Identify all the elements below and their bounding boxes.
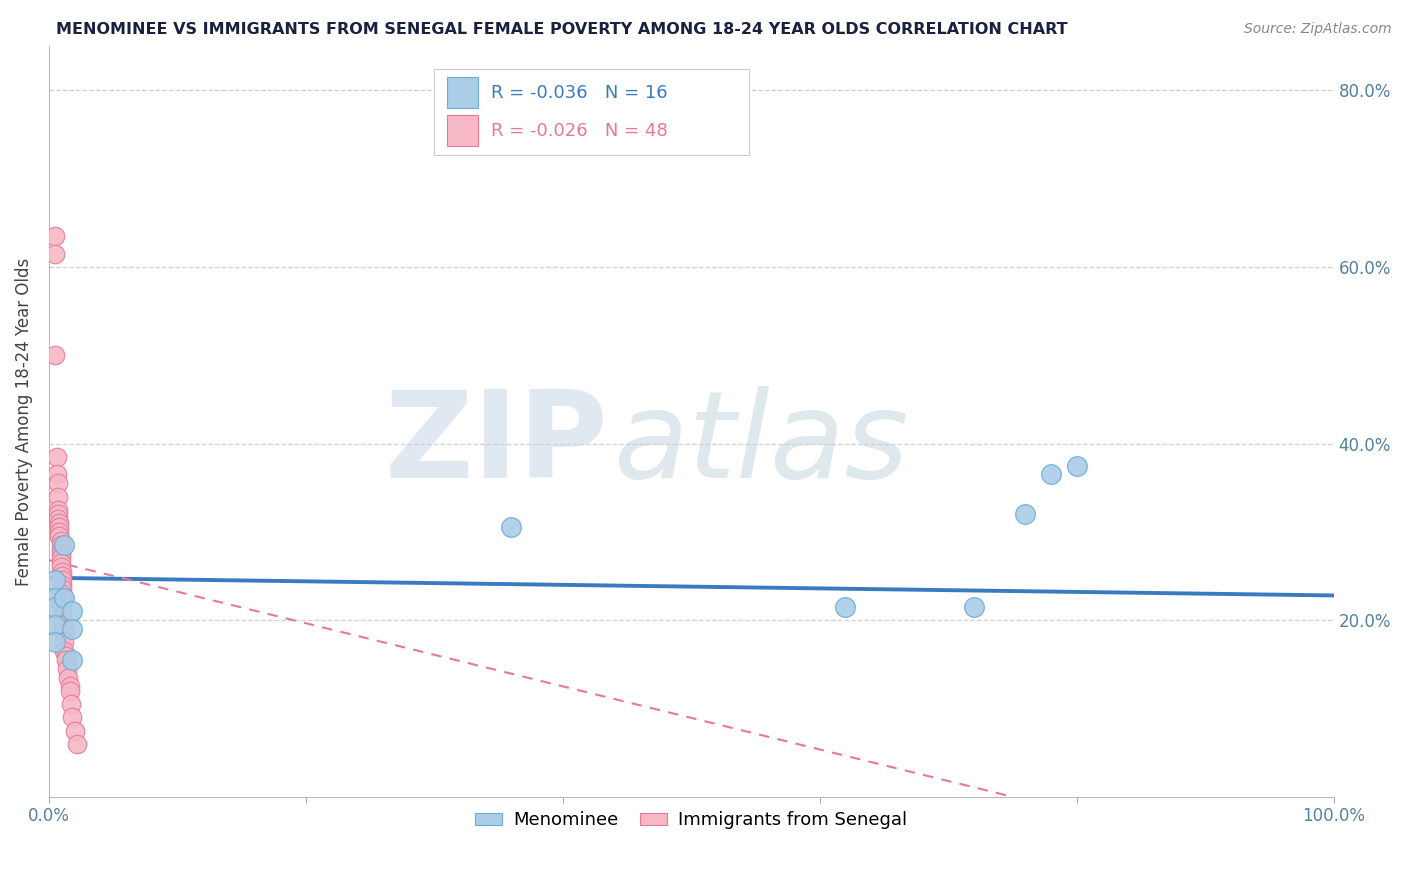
Point (963, 599, 986, 614)
Point (58, 680, 80, 694)
Point (49, 556, 72, 570)
Point (51, 608, 73, 623)
Point (53, 591, 76, 606)
Point (53, 635, 76, 649)
Point (60, 622, 83, 636)
Point (51, 578, 73, 592)
Point (53, 538, 76, 552)
Point (45, 450, 67, 464)
Point (44, 574, 66, 588)
Point (46, 507, 69, 521)
Point (44, 591, 66, 606)
Point (46, 503, 69, 517)
Point (60, 653, 83, 667)
Point (66, 737, 89, 751)
Point (51, 604, 73, 618)
Point (49, 547, 72, 561)
Point (55, 653, 77, 667)
Point (501, 520, 523, 534)
Text: Source: ZipAtlas.com: Source: ZipAtlas.com (1244, 22, 1392, 37)
Point (51, 591, 73, 606)
Point (48, 529, 70, 543)
Point (44, 635, 66, 649)
Point (48, 520, 70, 534)
Point (60, 604, 83, 618)
Point (58, 671, 80, 685)
Y-axis label: Female Poverty Among 18-24 Year Olds: Female Poverty Among 18-24 Year Olds (15, 258, 32, 586)
Point (51, 613, 73, 627)
Point (58, 683, 80, 698)
Point (49, 560, 72, 574)
Point (53, 622, 76, 636)
Point (44, 617, 66, 632)
Point (49, 551, 72, 566)
Point (46, 476, 69, 491)
Point (44, 246, 66, 260)
Point (49, 533, 72, 548)
Point (49, 538, 72, 552)
Point (1040, 467, 1063, 482)
Text: MENOMINEE VS IMMIGRANTS FROM SENEGAL FEMALE POVERTY AMONG 18-24 YEAR OLDS CORREL: MENOMINEE VS IMMIGRANTS FROM SENEGAL FEM… (56, 22, 1069, 37)
Point (48, 524, 70, 539)
Point (51, 565, 73, 579)
Point (834, 599, 856, 614)
Text: ZIP: ZIP (384, 385, 607, 502)
Point (51, 587, 73, 601)
Point (48, 516, 70, 530)
Point (56, 662, 79, 676)
Point (55, 648, 77, 663)
Point (53, 626, 76, 640)
Point (1066, 458, 1088, 473)
Point (51, 599, 73, 614)
Point (49, 542, 72, 557)
Point (60, 710, 83, 724)
Point (45, 467, 67, 482)
Point (51, 574, 73, 588)
Point (46, 490, 69, 504)
Point (46, 511, 69, 525)
Point (51, 569, 73, 583)
Point (59, 697, 82, 711)
Point (44, 599, 66, 614)
Point (53, 644, 76, 658)
Point (1014, 507, 1036, 521)
Point (51, 595, 73, 609)
Text: atlas: atlas (614, 385, 910, 502)
Point (44, 348, 66, 362)
Legend: Menominee, Immigrants from Senegal: Menominee, Immigrants from Senegal (468, 804, 914, 837)
Point (44, 229, 66, 244)
Point (63, 723, 86, 738)
Point (51, 582, 73, 597)
Point (51, 617, 73, 632)
